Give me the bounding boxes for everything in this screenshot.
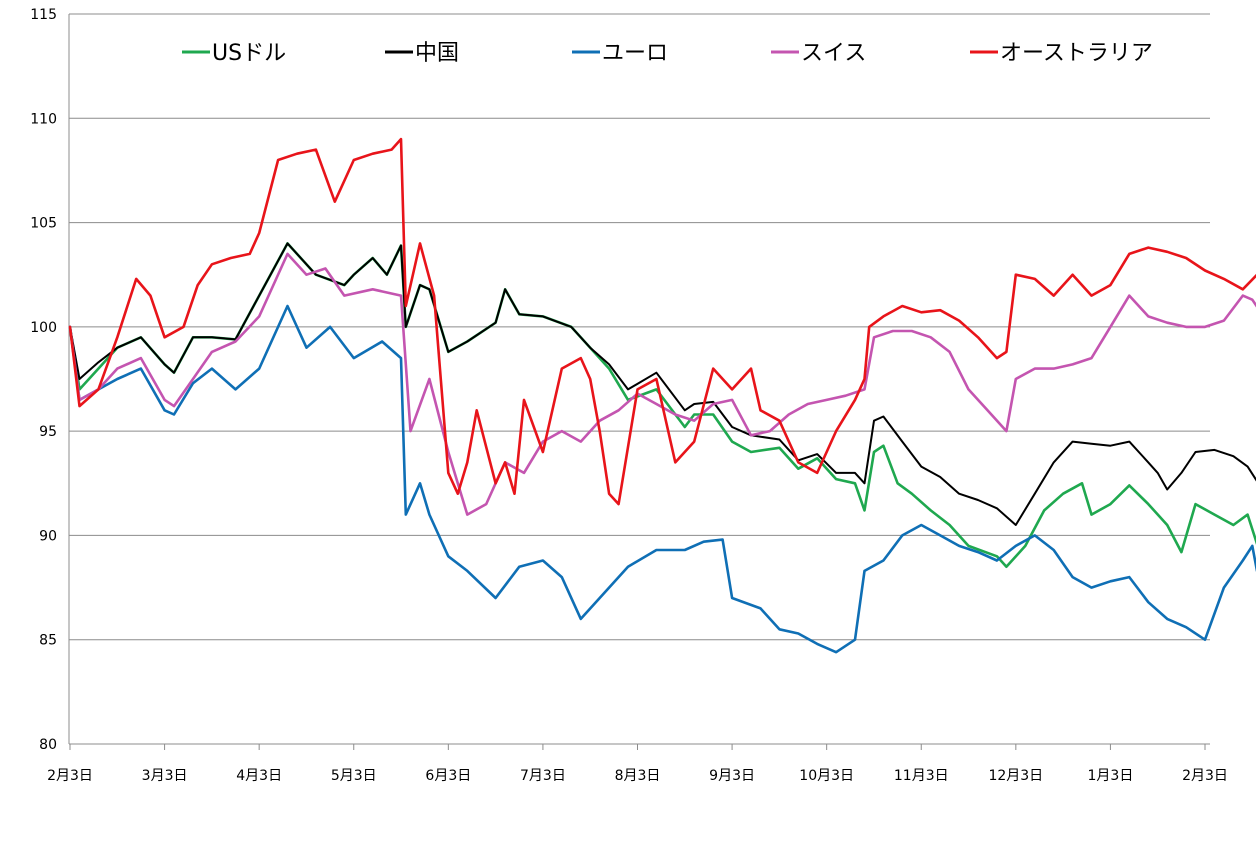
y-tick-label: 85 <box>39 633 57 649</box>
x-tick-label: 7月3日 <box>520 768 566 784</box>
gridlines <box>69 13 1210 641</box>
x-tick-label: 8月3日 <box>615 768 661 784</box>
x-tick-label: 10月3日 <box>799 768 854 784</box>
series-line-2 <box>68 304 1256 654</box>
x-tick-label: 3月3日 <box>142 768 188 784</box>
y-tick-label: 90 <box>39 528 57 544</box>
x-tick-label: 9月3日 <box>709 768 755 784</box>
legend-label: 中国 <box>415 41 459 66</box>
series-lines <box>68 137 1256 654</box>
legend: USドル 中国 ユーロ スイス オーストラリア <box>182 41 1153 66</box>
y-tick-label: 100 <box>30 320 57 336</box>
x-tick-label: 11月3日 <box>894 768 949 784</box>
y-tick-label: 115 <box>30 7 57 23</box>
legend-label: スイス <box>801 41 866 66</box>
y-tick-label: 110 <box>30 111 57 127</box>
legend-label: オーストラリア <box>1000 41 1153 66</box>
series-line-4 <box>68 137 1256 506</box>
x-tick-label: 4月3日 <box>236 768 282 784</box>
y-tick-label: 105 <box>30 216 57 232</box>
y-tick-label: 80 <box>39 737 57 753</box>
series-line-3 <box>68 252 1256 516</box>
legend-label: USドル <box>212 41 286 66</box>
x-tick-label: 1月3日 <box>1088 768 1134 784</box>
x-tick-label: 2月3日 <box>1182 768 1228 784</box>
x-tick-label: 2月3日 <box>47 768 93 784</box>
axes: 80 85 90 95 100 105 110 115 2月3日 3月3日 4月3日 5月3日 6月3日… <box>30 7 1228 784</box>
legend-label: ユーロ <box>602 41 668 66</box>
x-tick-label: 5月3日 <box>331 768 377 784</box>
y-tick-label: 95 <box>39 424 57 440</box>
x-tick-label: 12月3日 <box>988 768 1043 784</box>
x-tick-label: 6月3日 <box>425 768 471 784</box>
